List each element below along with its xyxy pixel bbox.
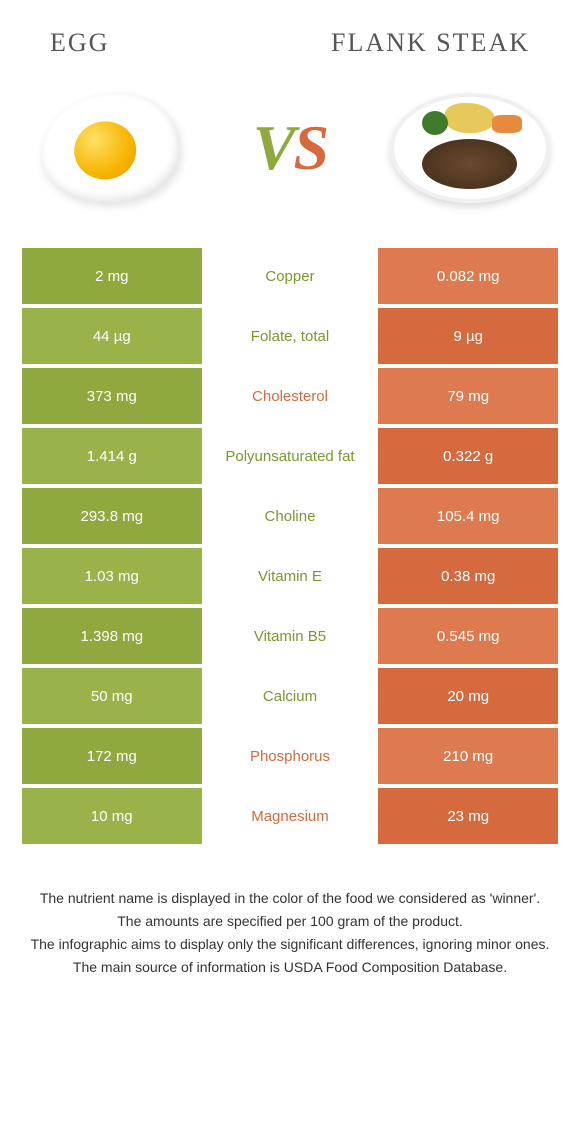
- nutrient-label: Calcium: [202, 668, 379, 724]
- nutrient-row: 172 mgPhosphorus210 mg: [22, 728, 558, 784]
- nutrient-label: Choline: [202, 488, 379, 544]
- nutrient-table: 2 mgCopper0.082 mg44 µgFolate, total9 µg…: [0, 248, 580, 848]
- right-value: 210 mg: [378, 728, 558, 784]
- vs-v: V: [253, 112, 294, 183]
- steak-image: [390, 88, 550, 208]
- left-value: 44 µg: [22, 308, 202, 364]
- nutrient-row: 44 µgFolate, total9 µg: [22, 308, 558, 364]
- nutrient-label: Phosphorus: [202, 728, 379, 784]
- left-value: 10 mg: [22, 788, 202, 844]
- footer-line-3: The infographic aims to display only the…: [30, 934, 550, 955]
- right-value: 0.38 mg: [378, 548, 558, 604]
- left-value: 2 mg: [22, 248, 202, 304]
- nutrient-row: 293.8 mgCholine105.4 mg: [22, 488, 558, 544]
- right-value: 0.545 mg: [378, 608, 558, 664]
- carrots-shape: [492, 115, 522, 133]
- nutrient-label: Vitamin E: [202, 548, 379, 604]
- nutrient-label: Magnesium: [202, 788, 379, 844]
- right-value: 23 mg: [378, 788, 558, 844]
- rice-shape: [445, 103, 495, 133]
- nutrient-row: 1.03 mgVitamin E0.38 mg: [22, 548, 558, 604]
- plate-shape: [390, 93, 550, 203]
- nutrient-label: Vitamin B5: [202, 608, 379, 664]
- vs-s: S: [294, 112, 328, 183]
- nutrient-label: Copper: [202, 248, 379, 304]
- hero: VS: [0, 68, 580, 248]
- egg-yolk-shape: [72, 119, 139, 182]
- egg-image: [30, 88, 190, 208]
- left-value: 1.414 g: [22, 428, 202, 484]
- left-value: 293.8 mg: [22, 488, 202, 544]
- title-right: Flank Steak: [331, 28, 530, 58]
- nutrient-row: 10 mgMagnesium23 mg: [22, 788, 558, 844]
- left-value: 373 mg: [22, 368, 202, 424]
- right-value: 9 µg: [378, 308, 558, 364]
- footer: The nutrient name is displayed in the co…: [0, 848, 580, 980]
- steak-shape: [422, 139, 517, 189]
- footer-line-4: The main source of information is USDA F…: [30, 957, 550, 978]
- left-value: 50 mg: [22, 668, 202, 724]
- title-left: Egg: [50, 28, 109, 58]
- nutrient-label: Polyunsaturated fat: [202, 428, 379, 484]
- header: Egg Flank Steak: [0, 0, 580, 68]
- left-value: 172 mg: [22, 728, 202, 784]
- right-value: 79 mg: [378, 368, 558, 424]
- right-value: 0.082 mg: [378, 248, 558, 304]
- vs-label: VS: [253, 111, 327, 185]
- nutrient-row: 1.414 gPolyunsaturated fat0.322 g: [22, 428, 558, 484]
- footer-line-1: The nutrient name is displayed in the co…: [30, 888, 550, 909]
- right-value: 105.4 mg: [378, 488, 558, 544]
- nutrient-row: 1.398 mgVitamin B50.545 mg: [22, 608, 558, 664]
- nutrient-row: 50 mgCalcium20 mg: [22, 668, 558, 724]
- nutrient-label: Folate, total: [202, 308, 379, 364]
- left-value: 1.398 mg: [22, 608, 202, 664]
- nutrient-label: Cholesterol: [202, 368, 379, 424]
- right-value: 0.322 g: [378, 428, 558, 484]
- left-value: 1.03 mg: [22, 548, 202, 604]
- nutrient-row: 2 mgCopper0.082 mg: [22, 248, 558, 304]
- nutrient-row: 373 mgCholesterol79 mg: [22, 368, 558, 424]
- broccoli-shape: [422, 111, 448, 135]
- right-value: 20 mg: [378, 668, 558, 724]
- egg-white-shape: [35, 87, 184, 209]
- footer-line-2: The amounts are specified per 100 gram o…: [30, 911, 550, 932]
